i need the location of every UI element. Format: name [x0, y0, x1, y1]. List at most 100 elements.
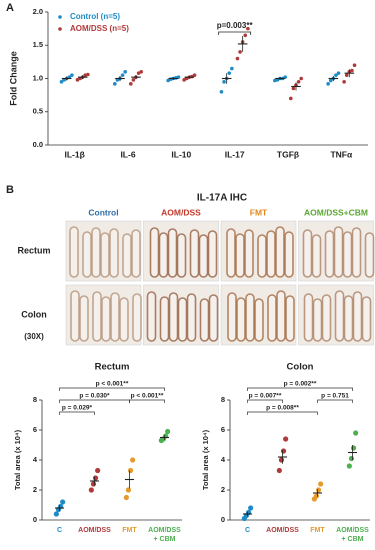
x-tick-label: TNFα — [330, 149, 353, 159]
y-tick-label: 4 — [221, 455, 226, 464]
x-tick-label: + CBM — [342, 536, 364, 543]
y-tick-label: 1.5 — [33, 40, 43, 49]
crypt — [245, 293, 255, 342]
y-tick-label: 0.5 — [33, 107, 43, 116]
legend-marker — [58, 15, 62, 19]
data-point — [92, 475, 99, 481]
crypt — [199, 298, 210, 342]
crypt — [167, 228, 178, 278]
crypt — [149, 227, 160, 278]
legend-label: Control (n=5) — [70, 12, 120, 21]
crypt — [236, 297, 246, 342]
y-tick-label: 0 — [33, 515, 37, 524]
y-tick-label: 0.0 — [33, 140, 43, 149]
y-tick-label: 4 — [33, 455, 38, 464]
data-point — [346, 463, 352, 469]
crypt — [351, 227, 362, 278]
data-point — [296, 80, 301, 84]
p-value: p = 0.030* — [79, 393, 110, 400]
crypt — [254, 298, 264, 342]
p-value: p = 0.029* — [62, 405, 93, 412]
crypt — [321, 294, 332, 342]
data-point — [276, 467, 282, 474]
y-tick-label: 8 — [221, 395, 225, 404]
p-value: p < 0.001** — [96, 381, 129, 388]
crypt — [244, 229, 254, 278]
data-point — [130, 457, 136, 463]
x-tick-label: IL-10 — [171, 149, 191, 159]
data-point — [280, 448, 287, 454]
data-point — [125, 487, 132, 493]
crypt — [303, 293, 314, 342]
y-tick-label: 1.0 — [33, 73, 43, 82]
y-axis-label: Fold Change — [8, 51, 18, 106]
bracket — [247, 411, 318, 415]
p-value: p = 0.002** — [284, 381, 317, 388]
data-point — [344, 73, 349, 77]
column-label: AOM/DSS+CBM — [304, 207, 368, 217]
crypt — [92, 291, 102, 342]
data-point — [219, 90, 224, 94]
crypt — [110, 292, 120, 342]
y-tick-label: 8 — [33, 395, 37, 404]
crypt — [227, 292, 237, 342]
data-point — [90, 481, 97, 487]
data-point — [243, 33, 248, 38]
crypt — [267, 294, 277, 342]
bracket — [247, 387, 353, 391]
row-label: Colon — [21, 309, 47, 319]
crypt — [100, 232, 110, 278]
data-point — [123, 70, 127, 74]
data-point — [350, 445, 357, 451]
x-tick-label: FMT — [310, 527, 325, 534]
x-tick-label: AOM/DSS — [148, 527, 181, 534]
data-point — [131, 78, 136, 82]
data-point — [70, 73, 74, 77]
crypt — [275, 226, 285, 278]
data-point — [86, 72, 90, 77]
data-point — [350, 68, 354, 73]
x-tick-label: FMT — [122, 527, 137, 534]
data-point — [289, 96, 293, 101]
data-point — [278, 457, 285, 463]
data-point — [352, 63, 357, 67]
crypt — [361, 296, 372, 342]
crypt — [82, 231, 92, 278]
x-tick-label: TGFβ — [277, 149, 299, 159]
data-point — [129, 82, 133, 86]
p-value: p = 0.751 — [321, 393, 349, 400]
column-label: FMT — [250, 207, 268, 217]
crypt — [226, 228, 236, 278]
crypt — [79, 295, 89, 342]
x-tick-label: IL-1β — [65, 149, 85, 159]
crypt — [109, 228, 119, 278]
crypt — [285, 295, 295, 342]
y-axis-label: Total area (x 10⁴) — [13, 429, 22, 490]
data-point — [120, 73, 125, 77]
bracket — [247, 399, 283, 403]
crypt — [343, 295, 354, 342]
legend-marker — [58, 27, 62, 31]
crypt — [131, 229, 141, 278]
crypt — [177, 297, 188, 342]
y-tick-label: 6 — [221, 425, 225, 434]
crypt — [132, 293, 142, 342]
data-point — [222, 80, 226, 84]
data-point — [315, 487, 322, 493]
x-tick-label: C — [57, 527, 62, 534]
x-tick-label: AOM/DSS — [336, 527, 369, 534]
chart-title: Colon — [287, 362, 314, 373]
bracket — [317, 399, 353, 403]
data-point — [348, 455, 355, 462]
crypt — [266, 230, 276, 278]
data-point — [283, 436, 289, 442]
crypt — [284, 231, 294, 278]
crypt — [311, 234, 322, 278]
data-point — [88, 487, 94, 493]
p-value: p < 0.001** — [131, 393, 164, 400]
bracket — [59, 399, 130, 403]
crypt — [189, 229, 200, 278]
data-point — [246, 26, 250, 31]
data-point — [291, 86, 296, 91]
